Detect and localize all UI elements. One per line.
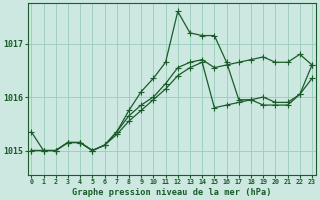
X-axis label: Graphe pression niveau de la mer (hPa): Graphe pression niveau de la mer (hPa) [72, 188, 271, 197]
